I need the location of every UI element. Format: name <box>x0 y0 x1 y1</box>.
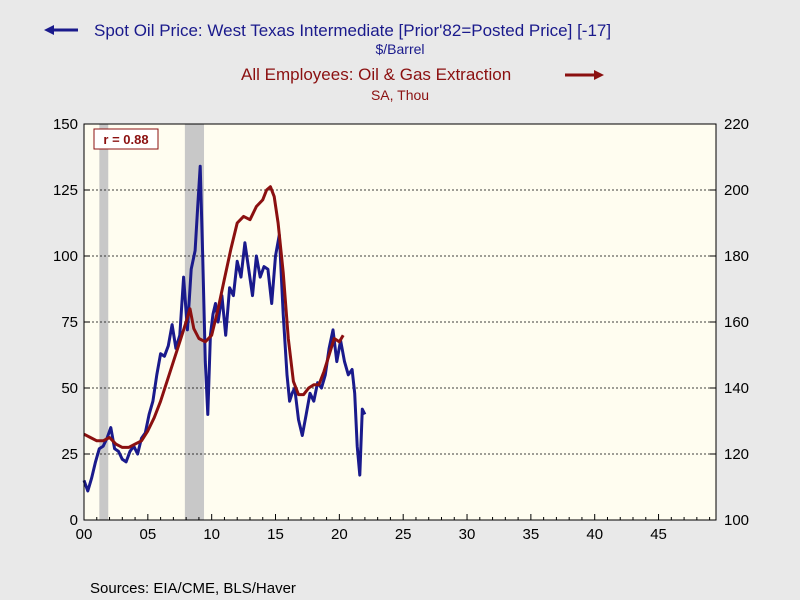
correlation-annotation: r = 0.88 <box>103 132 148 147</box>
source-note: Sources: EIA/CME, BLS/Haver <box>90 580 296 597</box>
legend-arrow-right-head <box>594 70 604 80</box>
series-line-oil-price <box>82 164 367 493</box>
y-left-tick-label-4: 100 <box>53 248 78 265</box>
annotation-box <box>93 128 159 150</box>
y-right-tick-label-2: 140 <box>724 380 749 397</box>
series-lines <box>82 164 367 493</box>
y-right-tick-label-6: 220 <box>724 116 749 133</box>
recession-band-1 <box>184 124 205 520</box>
recession-band-0 <box>99 124 109 520</box>
legend: Spot Oil Price: West Texas Intermediate … <box>44 21 611 103</box>
y-left-tick-label-6: 150 <box>53 116 78 133</box>
x-tick-label-0: 00 <box>76 526 93 543</box>
y-left-tick-label-5: 125 <box>53 182 78 199</box>
legend-series2-unit: SA, Thou <box>371 87 429 103</box>
legend-series1-unit: $/Barrel <box>375 41 424 57</box>
x-tick-label-4: 20 <box>331 526 348 543</box>
legend-arrow-left-head <box>44 25 54 35</box>
y-right-tick-label-1: 120 <box>724 446 749 463</box>
axes: 0 25 50 75 100 125 150 100 120 140 160 180 200 220 00 0… <box>53 116 749 543</box>
x-tick-label-9: 45 <box>650 526 667 543</box>
x-tick-label-7: 35 <box>523 526 540 543</box>
x-tick-label-1: 05 <box>139 526 156 543</box>
plot-border <box>83 123 717 521</box>
legend-series2-title: All Employees: Oil & Gas Extraction <box>241 65 511 84</box>
y-left-tick-label-1: 25 <box>61 446 78 463</box>
y-right-tick-label-3: 160 <box>724 314 749 331</box>
x-tick-label-3: 15 <box>267 526 284 543</box>
x-tick-label-5: 25 <box>395 526 412 543</box>
y-right-tick-label-4: 180 <box>724 248 749 265</box>
y-right-tick-label-5: 200 <box>724 182 749 199</box>
legend-entry-oil: Spot Oil Price: West Texas Intermediate … <box>44 21 611 57</box>
x-tick-label-8: 40 <box>586 526 603 543</box>
series-line-employees <box>83 185 345 449</box>
y-left-tick-label-3: 75 <box>61 314 78 331</box>
x-tick-label-6: 30 <box>459 526 476 543</box>
y-left-tick-label-2: 50 <box>61 380 78 397</box>
recession-shading <box>99 124 205 520</box>
x-tick-label-2: 10 <box>203 526 220 543</box>
legend-entry-employees: All Employees: Oil & Gas Extraction SA, … <box>241 65 604 103</box>
y-left-tick-label-0: 0 <box>70 512 78 529</box>
legend-series1-title: Spot Oil Price: West Texas Intermediate … <box>94 21 611 40</box>
y-right-tick-label-0: 100 <box>724 512 749 529</box>
